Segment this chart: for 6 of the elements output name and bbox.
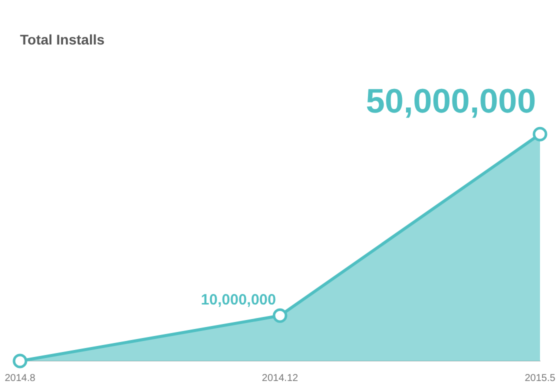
x-tick-label: 2014.12: [262, 372, 299, 384]
x-tick-label: 2014.8: [4, 372, 36, 384]
data-label: 50,000,000: [366, 82, 536, 121]
chart-title: Total Installs: [20, 31, 105, 48]
data-label: 10,000,000: [200, 291, 276, 308]
x-tick-label: 2015.5: [524, 372, 556, 384]
